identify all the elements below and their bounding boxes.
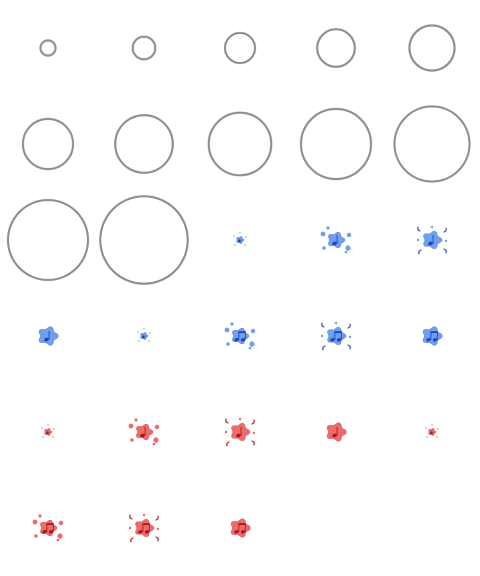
paint-splat-note-icon <box>320 226 352 254</box>
paint-splat-note-icon <box>320 321 352 351</box>
ring-icon <box>113 113 175 175</box>
blue-splat-sprite-frame <box>96 288 192 384</box>
red-splat-sprite-frame <box>192 480 288 576</box>
ring-sprite-frame <box>384 96 480 192</box>
blue-splat-sprite-frame <box>0 288 96 384</box>
ring-icon <box>223 31 257 65</box>
blue-splat-sprite-frame <box>288 192 384 288</box>
ring-sprite-frame <box>0 192 96 288</box>
blue-splat-sprite-frame <box>384 192 480 288</box>
red-splat-sprite-frame <box>0 480 96 576</box>
paint-splat-note-icon <box>326 422 347 442</box>
ring-sprite-frame <box>192 0 288 96</box>
ring-icon <box>39 39 57 57</box>
ring-sprite-frame <box>384 0 480 96</box>
ring-icon <box>408 24 456 72</box>
ring-sprite-frame <box>192 96 288 192</box>
red-splat-sprite-frame <box>288 384 384 480</box>
paint-splat-note-icon <box>425 424 439 438</box>
ring-icon <box>393 105 471 183</box>
ring-icon <box>131 35 157 61</box>
red-splat-sprite-frame <box>384 384 480 480</box>
red-splat-sprite-frame <box>192 384 288 480</box>
paint-splat-note-icon <box>224 417 256 447</box>
red-splat-sprite-frame <box>96 480 192 576</box>
paint-splat-note-icon <box>230 518 251 538</box>
ring-icon <box>299 107 373 181</box>
ring-sprite-frame <box>288 0 384 96</box>
paint-splat-note-icon <box>128 418 160 446</box>
paint-splat-note-icon <box>38 326 59 346</box>
ring-sprite-frame <box>96 0 192 96</box>
ring-icon <box>98 194 190 286</box>
red-splat-sprite-frame <box>0 384 96 480</box>
paint-splat-note-icon <box>224 322 256 350</box>
paint-splat-note-icon <box>422 326 443 346</box>
paint-splat-note-icon <box>41 424 55 438</box>
paint-splat-note-icon <box>416 225 448 255</box>
blue-splat-sprite-frame <box>384 288 480 384</box>
ring-sprite-frame <box>288 96 384 192</box>
ring-sprite-frame <box>0 96 96 192</box>
red-splat-sprite-frame <box>96 384 192 480</box>
paint-splat-note-icon <box>233 232 247 246</box>
blue-splat-sprite-frame <box>288 288 384 384</box>
ring-icon <box>207 111 273 177</box>
ring-sprite-frame <box>96 96 192 192</box>
ring-sprite-frame <box>96 192 192 288</box>
blue-splat-sprite-frame <box>192 192 288 288</box>
ring-icon <box>21 117 75 171</box>
ring-icon <box>315 27 357 69</box>
paint-splat-note-icon <box>137 328 151 342</box>
paint-splat-note-icon <box>128 513 160 543</box>
ring-icon <box>6 198 90 282</box>
blue-splat-sprite-frame <box>192 288 288 384</box>
ring-sprite-frame <box>0 0 96 96</box>
paint-splat-note-icon <box>32 514 64 542</box>
